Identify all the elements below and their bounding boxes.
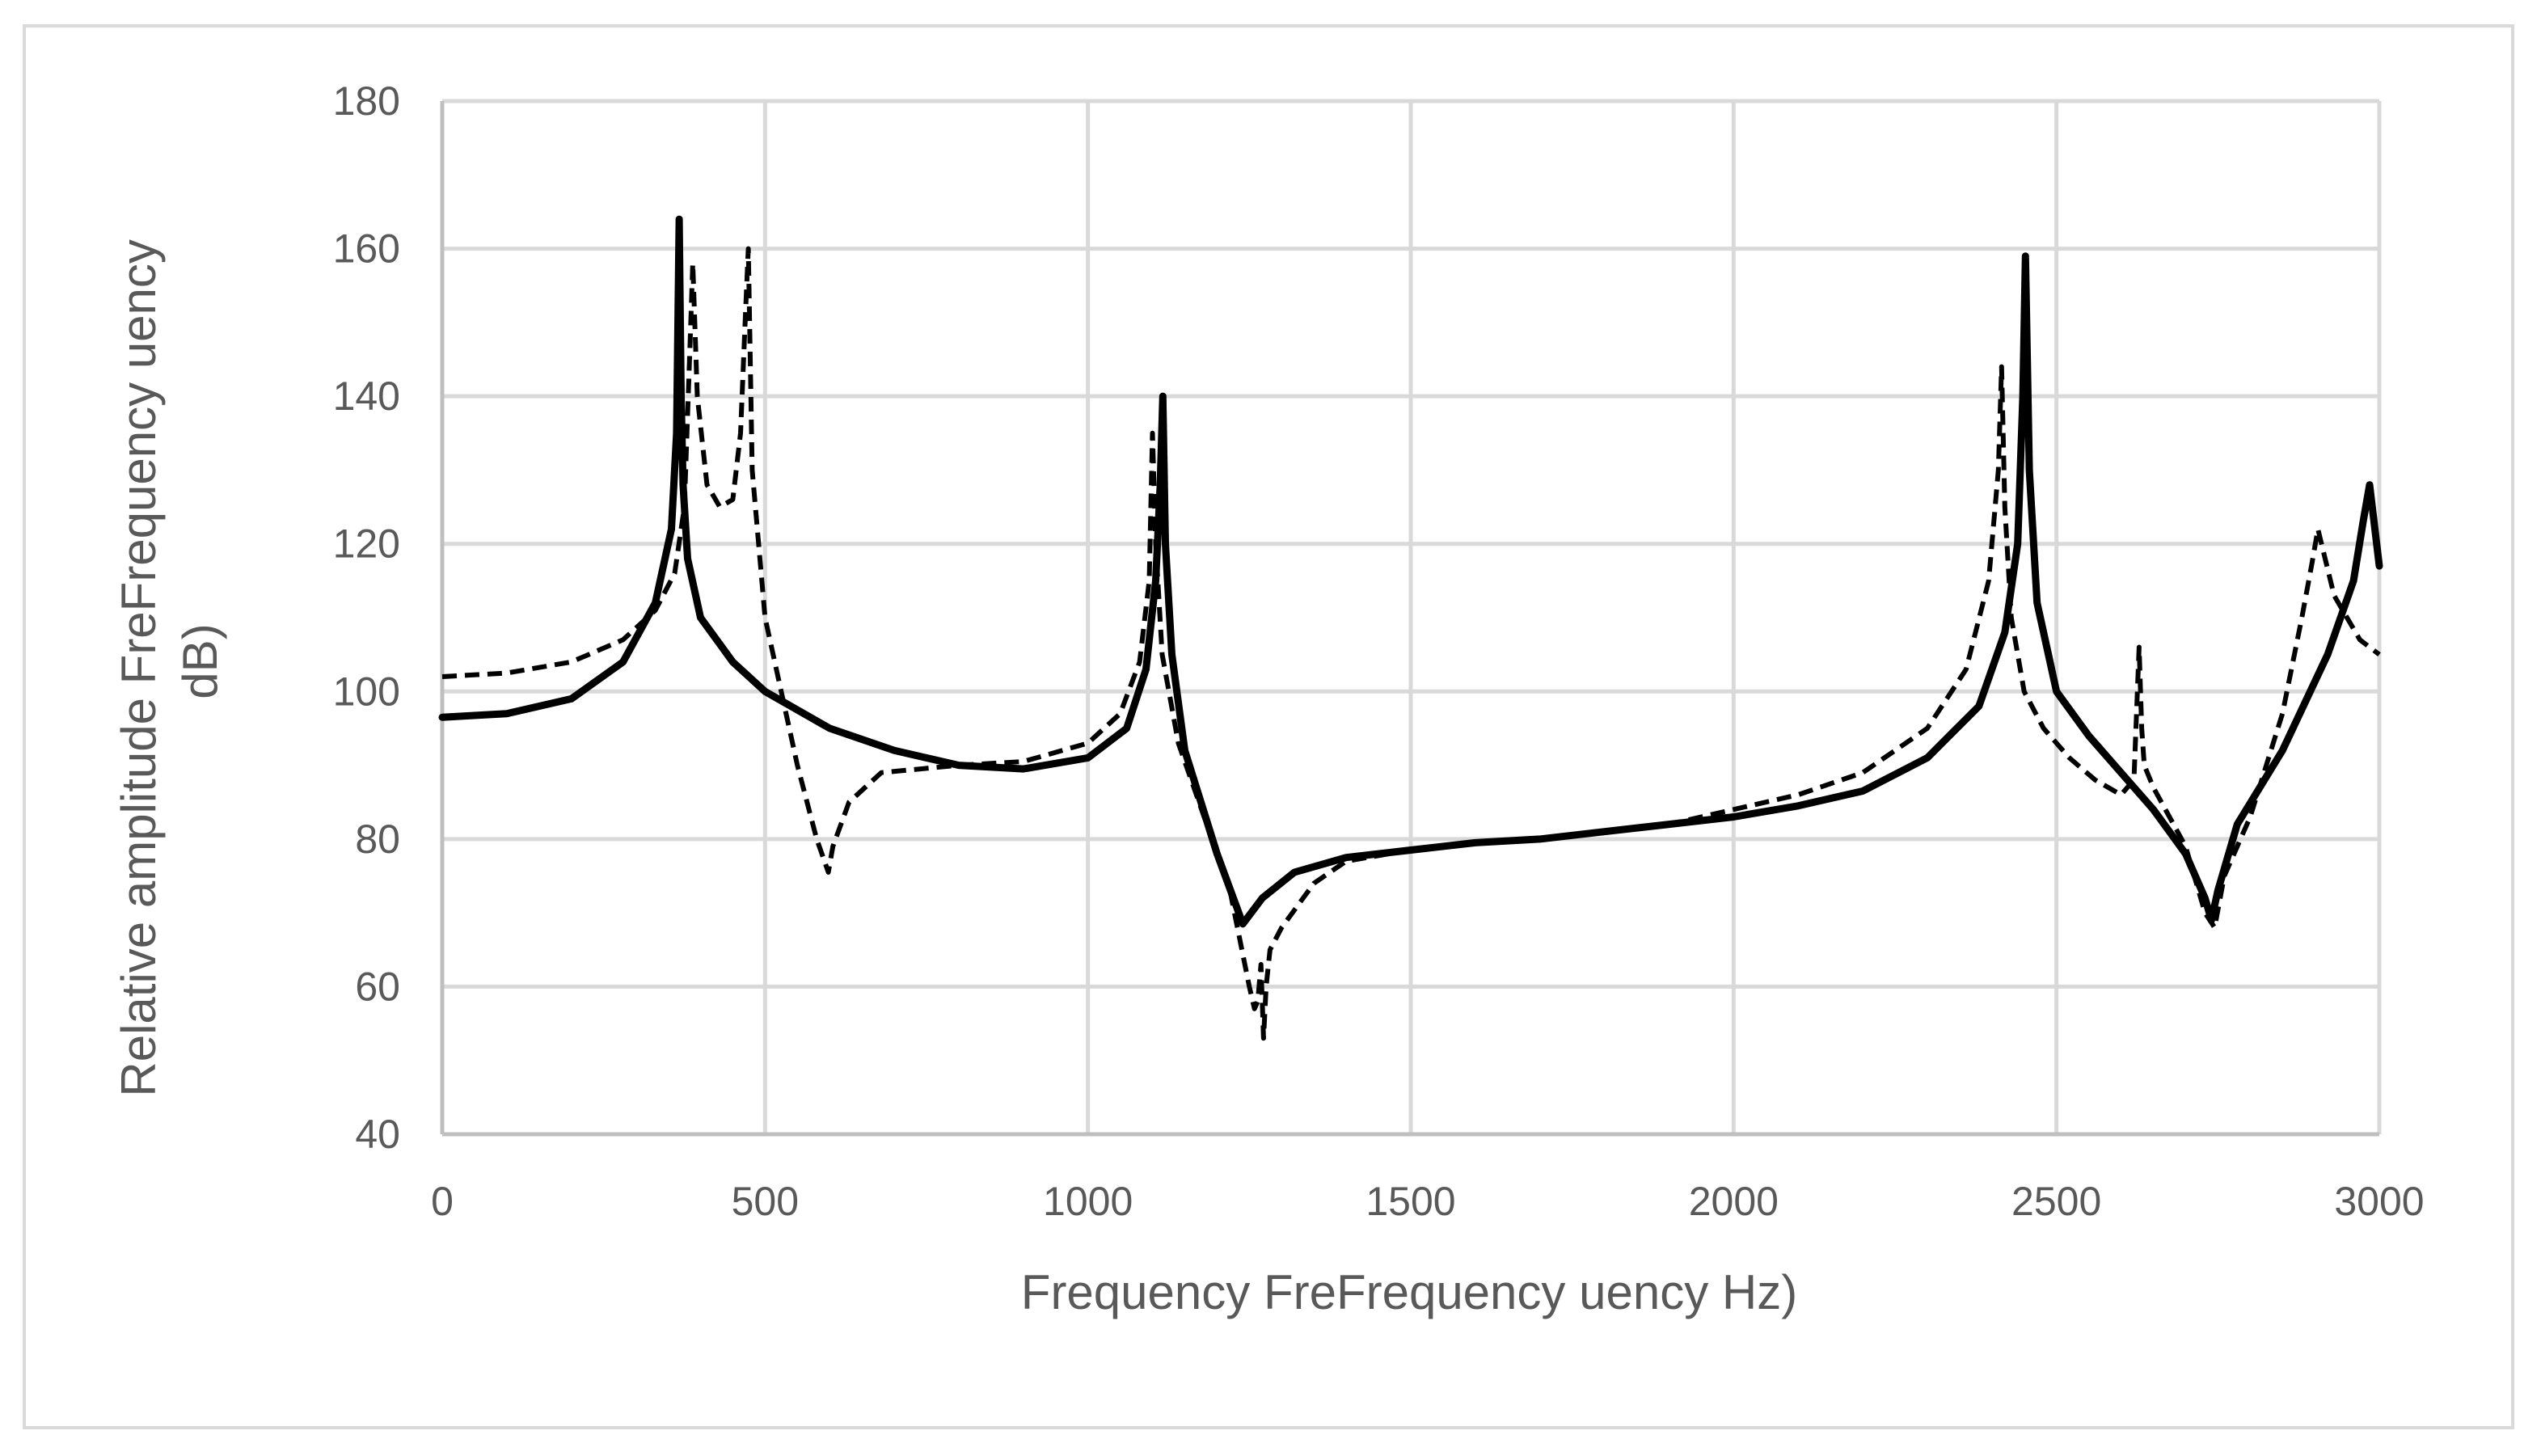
chart-frame: 40 60 80 100 120 140 160 180 0 500 1000 1500 2000 25… [23, 24, 2514, 1429]
axes [440, 101, 2379, 1137]
y-axis-title: Relative amplitude FreFrequency uency dB… [112, 226, 227, 1096]
x-tick-label: 1500 [1365, 1179, 1455, 1224]
y-tick-label: 120 [333, 521, 400, 567]
x-tick-label: 3000 [2334, 1179, 2424, 1224]
chart-svg: 40 60 80 100 120 140 160 180 0 500 1000 1500 2000 25… [112, 78, 2425, 1319]
x-tick-label: 2000 [1689, 1179, 1779, 1224]
x-tick-labels: 0 500 1000 1500 2000 2500 3000 [431, 1179, 2425, 1224]
y-tick-label: 160 [333, 226, 400, 272]
x-tick-label: 0 [431, 1179, 454, 1224]
series-lines [438, 215, 2383, 1041]
y-axis-title-line-1: Relative amplitude FreFrequency uency [112, 239, 166, 1097]
x-axis-title: Frequency FreFrequency uency Hz) [1021, 1265, 1797, 1319]
gridlines [442, 99, 2382, 1134]
y-tick-label: 100 [333, 669, 400, 714]
series-line-solid [438, 215, 2383, 928]
y-tick-label: 80 [355, 817, 400, 862]
y-tick-labels: 40 60 80 100 120 140 160 180 [333, 78, 400, 1157]
x-tick-label: 2500 [2011, 1179, 2101, 1224]
y-tick-label: 60 [355, 964, 400, 1009]
y-tick-label: 40 [355, 1112, 400, 1157]
y-tick-label: 180 [333, 78, 400, 124]
x-tick-label: 1000 [1043, 1179, 1133, 1224]
y-axis-title-line-2: dB) [173, 623, 227, 698]
x-tick-label: 500 [732, 1179, 799, 1224]
y-tick-label: 140 [333, 373, 400, 419]
